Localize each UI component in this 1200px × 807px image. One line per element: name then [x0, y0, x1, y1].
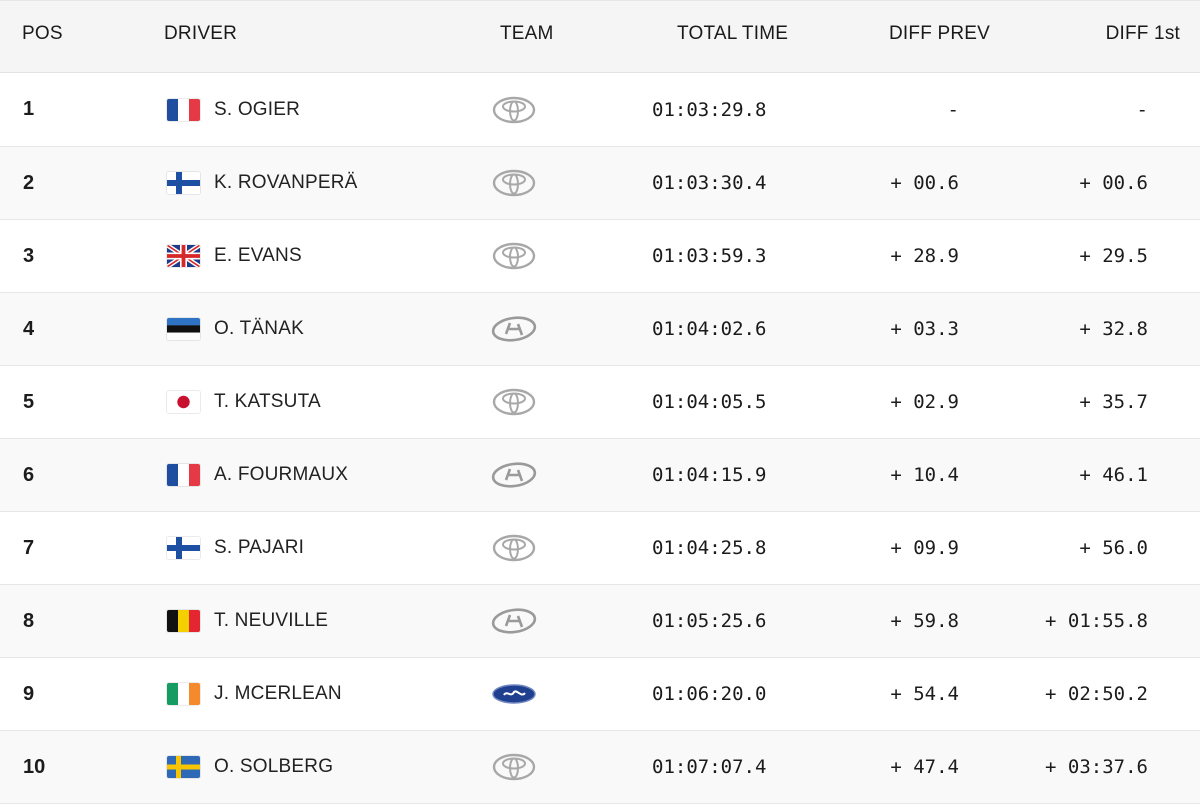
total-time: 01:04:02.6	[652, 318, 767, 340]
total-time: 01:03:29.8	[652, 98, 767, 121]
finland-flag-icon	[167, 147, 200, 219]
uk-flag-icon	[167, 220, 200, 292]
driver-name[interactable]: E. EVANS	[214, 245, 302, 266]
toyota-logo-icon	[491, 366, 537, 438]
diff-first: + 46.1	[1079, 464, 1148, 486]
diff-first: -	[1136, 98, 1148, 121]
table-row[interactable]: 7 S. PAJARI 01:04:25.8 + 09.9 + 56.0	[0, 512, 1200, 585]
toyota-logo-icon	[491, 73, 537, 146]
diff-first: + 00.6	[1079, 172, 1148, 194]
header-total-time[interactable]: TOTAL TIME	[677, 23, 789, 44]
diff-prev: + 02.9	[890, 391, 959, 413]
total-time: 01:03:30.4	[652, 172, 767, 194]
header-pos[interactable]: POS	[22, 23, 63, 44]
total-time: 01:07:07.4	[652, 756, 767, 778]
toyota-logo-icon	[491, 147, 537, 219]
diff-first: + 01:55.8	[1045, 610, 1148, 632]
toyota-logo-icon	[491, 220, 537, 292]
row-pos: 1	[23, 98, 35, 120]
toyota-logo-icon	[491, 731, 537, 803]
japan-flag-icon	[167, 366, 200, 438]
france-flag-icon	[167, 73, 200, 146]
table-row[interactable]: 5 T. KATSUTA 01:04:05.5 + 02.9 + 35.7	[0, 366, 1200, 439]
total-time: 01:03:59.3	[652, 245, 767, 267]
driver-name[interactable]: J. MCERLEAN	[214, 683, 342, 704]
diff-prev: + 54.4	[890, 683, 959, 705]
diff-first: + 35.7	[1079, 391, 1148, 413]
diff-prev: + 28.9	[890, 245, 959, 267]
hyundai-logo-icon	[491, 439, 537, 511]
row-pos: 6	[23, 463, 35, 486]
diff-first: + 03:37.6	[1045, 756, 1148, 778]
driver-name[interactable]: T. KATSUTA	[214, 391, 321, 412]
driver-name[interactable]: T. NEUVILLE	[214, 610, 329, 631]
header-team[interactable]: TEAM	[500, 23, 554, 44]
table-row[interactable]: 1 S. OGIER 01:03:29.8 - -	[0, 73, 1200, 147]
total-time: 01:04:15.9	[652, 464, 767, 486]
driver-name[interactable]: K. ROVANPERÄ	[214, 172, 358, 193]
table-row[interactable]: 2 K. ROVANPERÄ 01:03:30.4 + 00.6 + 00.6	[0, 147, 1200, 220]
total-time: 01:06:20.0	[652, 683, 767, 705]
finland-flag-icon	[167, 512, 200, 584]
diff-prev: + 59.8	[890, 610, 959, 632]
diff-prev: + 47.4	[890, 756, 959, 778]
table-header: POS DRIVER TEAM TOTAL TIME DIFF PREV DIF…	[0, 1, 1200, 73]
driver-name[interactable]: S. OGIER	[214, 98, 301, 120]
table-row[interactable]: 6 A. FOURMAUX 01:04:15.9 + 10.4 + 46.1	[0, 439, 1200, 512]
diff-first: + 29.5	[1079, 245, 1148, 267]
diff-prev: + 10.4	[890, 464, 959, 486]
total-time: 01:04:05.5	[652, 391, 767, 413]
row-pos: 10	[23, 755, 46, 778]
diff-first: + 32.8	[1079, 318, 1148, 340]
sweden-flag-icon	[167, 731, 200, 803]
diff-first: + 02:50.2	[1045, 683, 1148, 705]
table-row[interactable]: 8 T. NEUVILLE 01:05:25.6 + 59.8 + 01:55.8	[0, 585, 1200, 658]
diff-prev: + 03.3	[890, 318, 959, 340]
driver-name[interactable]: O. TÄNAK	[214, 318, 304, 339]
table-row[interactable]: 4 O. TÄNAK 01:04:02.6 + 03.3 + 32.8	[0, 293, 1200, 366]
row-pos: 9	[23, 682, 35, 705]
header-driver[interactable]: DRIVER	[164, 23, 237, 44]
row-pos: 2	[23, 171, 35, 194]
ireland-flag-icon	[167, 658, 200, 730]
header-diff-first[interactable]: DIFF 1st	[1105, 23, 1180, 44]
row-pos: 3	[23, 244, 35, 267]
ford-logo-icon	[491, 658, 537, 730]
france-flag-icon	[167, 439, 200, 511]
estonia-flag-icon	[167, 293, 200, 365]
diff-first: + 56.0	[1079, 537, 1148, 559]
hyundai-logo-icon	[491, 585, 537, 657]
row-pos: 4	[23, 317, 35, 340]
table-row[interactable]: 3 E. EVANS 01:03:59.3 + 28.9 + 29.5	[0, 220, 1200, 293]
driver-name[interactable]: O. SOLBERG	[214, 756, 334, 777]
row-pos: 8	[23, 609, 35, 632]
toyota-logo-icon	[491, 512, 537, 584]
driver-name[interactable]: S. PAJARI	[214, 537, 305, 558]
total-time: 01:05:25.6	[652, 610, 767, 632]
diff-prev: + 00.6	[890, 172, 959, 194]
row-pos: 7	[23, 536, 35, 559]
header-diff-prev[interactable]: DIFF PREV	[889, 23, 991, 44]
hyundai-logo-icon	[491, 293, 537, 365]
table-body: 1 S. OGIER 01:03:29.8 - - 2 K. ROVANPERÄ 01:03:…	[0, 73, 1200, 804]
total-time: 01:04:25.8	[652, 537, 767, 559]
diff-prev: + 09.9	[890, 537, 959, 559]
belgium-flag-icon	[167, 585, 200, 657]
table-row[interactable]: 10 O. SOLBERG 01:07:07.4 + 47.4 + 03:37.6	[0, 731, 1200, 804]
diff-prev: -	[947, 98, 959, 121]
row-pos: 5	[23, 390, 35, 413]
driver-name[interactable]: A. FOURMAUX	[214, 464, 349, 485]
table-row[interactable]: 9 J. MCERLEAN 01:06:20.0 + 54.4 + 02:50.2	[0, 658, 1200, 731]
